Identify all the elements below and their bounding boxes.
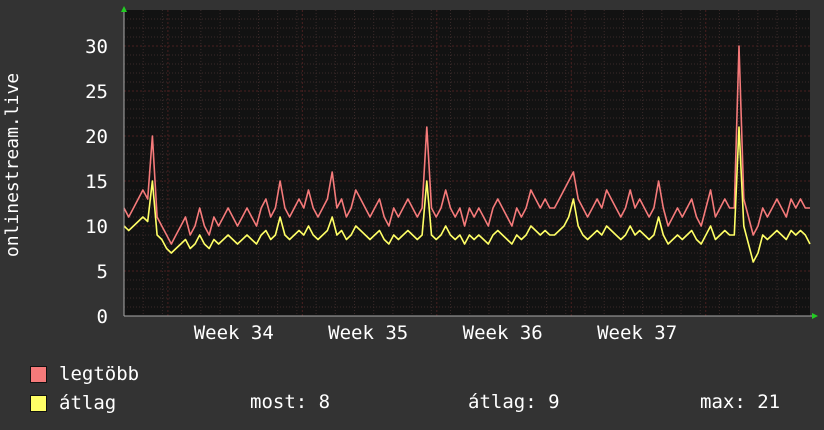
legend-swatch-avg (30, 394, 47, 412)
legend-item-avg: átlag (30, 391, 116, 415)
y-tick-label: 5 (97, 261, 108, 283)
x-tick-label: Week 35 (328, 322, 408, 344)
y-tick-label: 30 (85, 36, 108, 58)
legend-swatch-max (30, 365, 47, 383)
stat-average: átlag: 9 (468, 391, 560, 413)
y-axis-label: onlinestream.live (2, 73, 23, 257)
series-line-átlag (123, 126, 811, 263)
legend-label-avg: átlag (59, 392, 117, 414)
stat-max: max: 21 (700, 391, 781, 413)
y-tick-label: 20 (85, 126, 108, 148)
y-tick-label: 25 (85, 81, 108, 103)
y-tick-label: 15 (85, 171, 108, 193)
x-axis-arrow-icon (812, 313, 818, 319)
series-line-legtöbb (123, 45, 810, 245)
x-tick-label: Week 36 (463, 322, 543, 344)
y-tick-labels: 0 5 10 15 20 25 30 (85, 36, 108, 328)
x-tick-label: Week 34 (194, 322, 274, 344)
legend-item-max: legtöbb (30, 362, 139, 386)
x-tick-label: Week 37 (597, 322, 677, 344)
axes (121, 6, 818, 319)
y-tick-label: 0 (97, 306, 108, 328)
y-axis-arrow-icon (121, 6, 127, 12)
legend-label-max: legtöbb (59, 363, 140, 385)
stat-current: most: 8 (250, 391, 331, 413)
x-tick-labels: Week 34 Week 35 Week 36 Week 37 (194, 322, 677, 344)
grid (124, 10, 810, 316)
series-lines (123, 45, 811, 263)
y-tick-label: 10 (85, 216, 108, 238)
